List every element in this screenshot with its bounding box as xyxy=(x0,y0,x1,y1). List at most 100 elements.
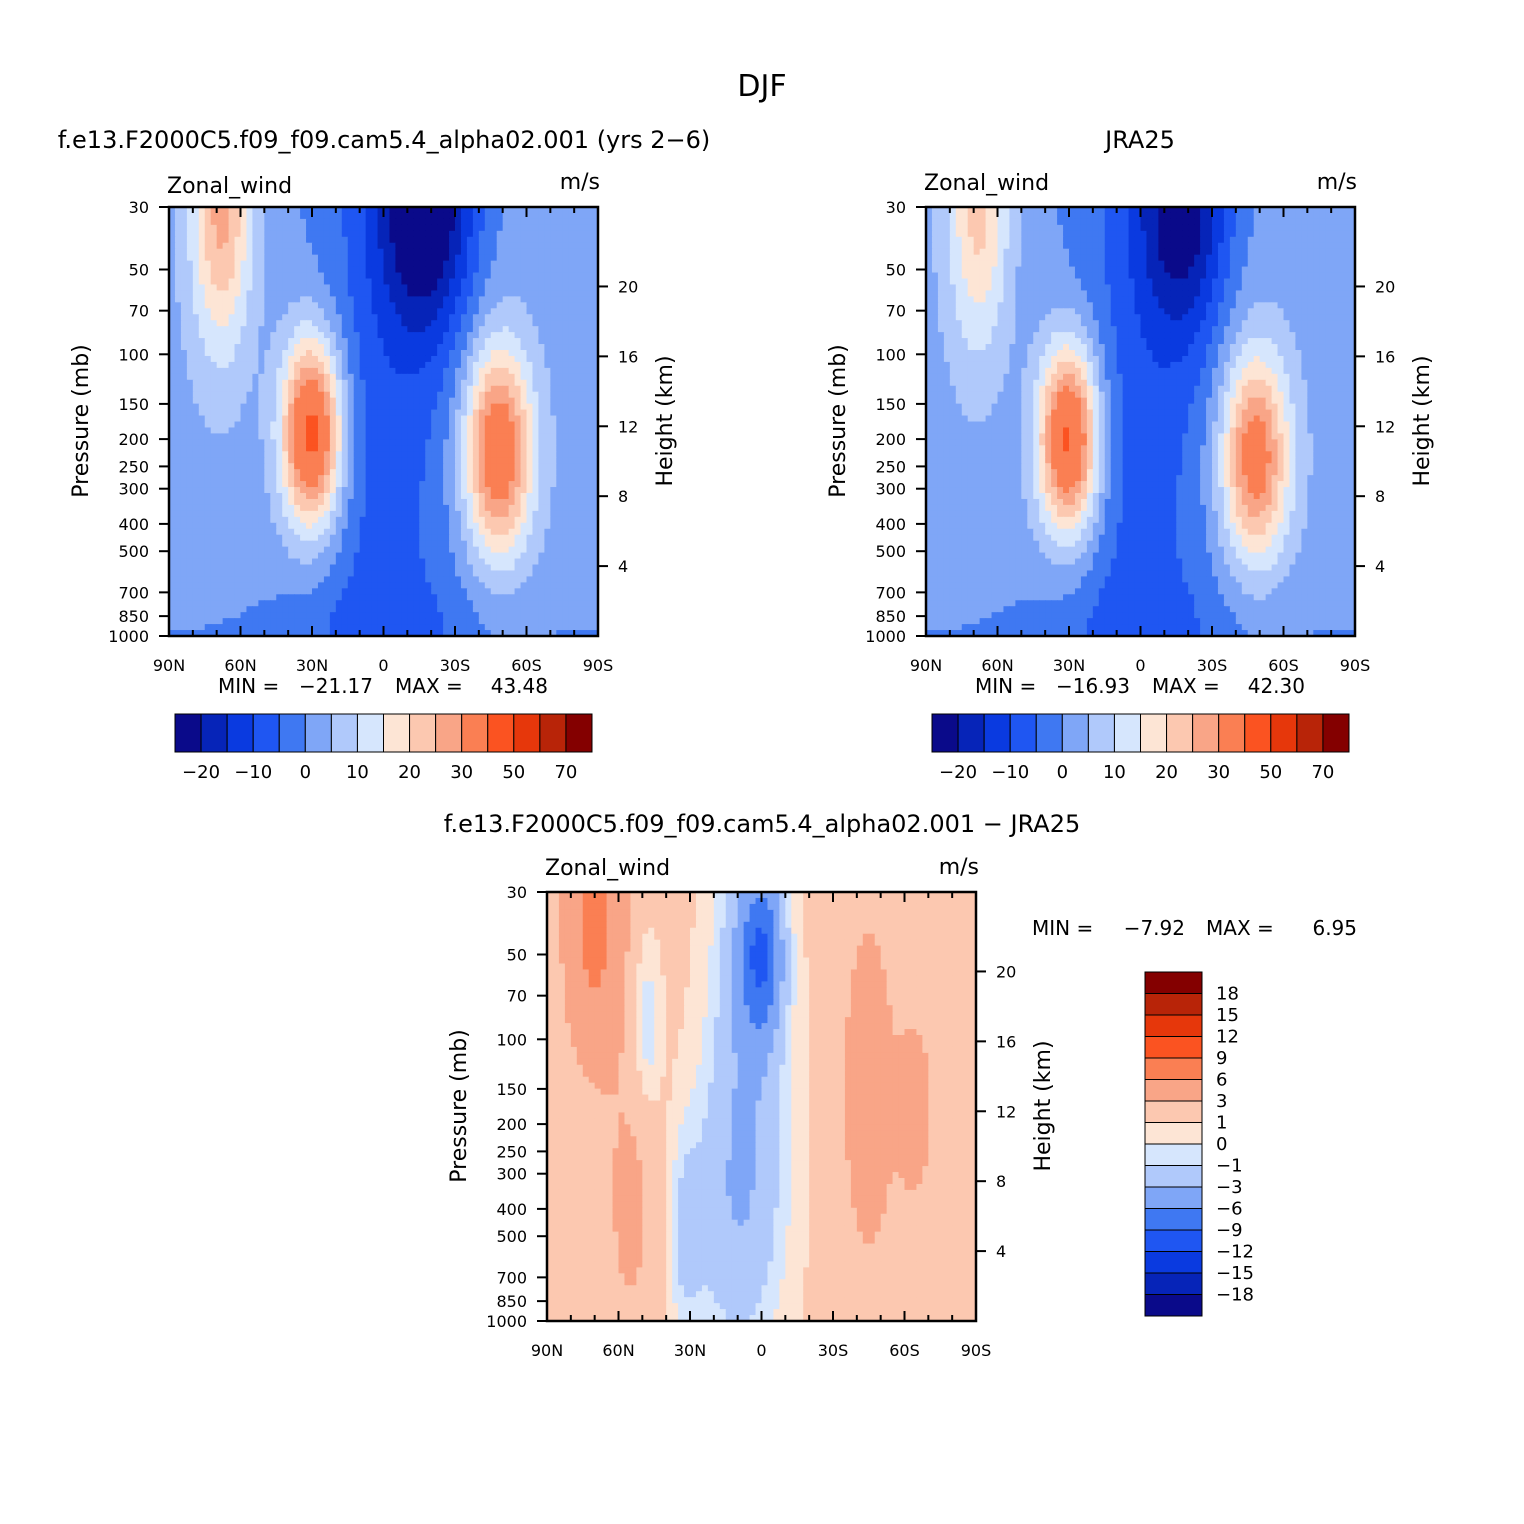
field-cell xyxy=(246,248,254,256)
field-cell xyxy=(544,564,551,572)
field-cell xyxy=(502,504,510,512)
field-cell xyxy=(252,260,259,268)
field-cell xyxy=(502,379,510,387)
field-cell xyxy=(312,373,319,381)
field-cell xyxy=(252,612,259,619)
field-cell xyxy=(264,355,271,363)
field-cell xyxy=(532,498,540,506)
field-cell xyxy=(478,528,486,536)
field-cell xyxy=(186,302,194,309)
field-cell xyxy=(264,308,271,315)
field-cell xyxy=(377,296,385,303)
field-cell xyxy=(383,534,391,542)
field-cell xyxy=(204,606,212,613)
field-cell xyxy=(300,350,307,357)
field-cell xyxy=(312,296,319,303)
field-cell xyxy=(192,600,200,607)
field-cell xyxy=(568,522,575,530)
field-cell xyxy=(246,433,254,440)
field-cell xyxy=(169,570,176,578)
field-cell xyxy=(574,516,581,524)
field-cell xyxy=(389,385,397,393)
field-cell xyxy=(532,379,540,387)
field-cell xyxy=(466,367,474,375)
field-cell xyxy=(419,236,426,244)
field-cell xyxy=(323,528,331,536)
field-cell xyxy=(222,338,230,345)
field-cell xyxy=(419,379,426,387)
field-cell xyxy=(234,409,242,417)
field-cell xyxy=(240,510,248,518)
field-cell xyxy=(252,570,259,578)
field-cell xyxy=(204,504,212,512)
field-cell xyxy=(198,344,206,351)
field-cell xyxy=(312,493,319,500)
field-cell xyxy=(538,540,545,548)
field-cell xyxy=(306,534,313,542)
field-cell xyxy=(288,516,295,524)
field-cell xyxy=(383,207,391,214)
field-cell xyxy=(460,296,468,303)
field-cell xyxy=(353,433,361,440)
field-cell xyxy=(466,212,474,220)
field-cell xyxy=(407,582,414,589)
field-cell xyxy=(520,612,528,619)
field-cell xyxy=(580,439,587,446)
field-cell xyxy=(222,612,230,619)
field-cell xyxy=(449,433,456,440)
field-cell xyxy=(312,528,319,536)
field-cell xyxy=(431,522,438,530)
field-cell xyxy=(377,385,385,393)
field-cell xyxy=(568,230,575,238)
field-cell xyxy=(288,594,295,601)
field-cell xyxy=(466,272,474,280)
field-cell xyxy=(544,546,551,554)
field-cell xyxy=(425,451,432,458)
field-cell xyxy=(210,445,218,452)
field-cell xyxy=(425,588,432,595)
field-cell xyxy=(574,493,581,500)
field-cell xyxy=(288,481,295,488)
field-cell xyxy=(586,504,593,512)
field-cell xyxy=(431,266,438,274)
field-cell xyxy=(252,528,259,536)
field-cell xyxy=(306,361,313,369)
field-cell xyxy=(574,242,581,250)
field-cell xyxy=(371,558,379,566)
field-cell xyxy=(359,576,367,583)
field-cell xyxy=(300,296,307,303)
field-cell xyxy=(228,207,236,214)
field-cell xyxy=(592,260,599,268)
field-cell xyxy=(204,475,212,482)
field-cell xyxy=(526,576,534,583)
field-cell xyxy=(312,427,319,435)
field-cell xyxy=(335,302,343,309)
field-cell xyxy=(186,284,194,292)
field-cell xyxy=(490,409,498,417)
field-cell xyxy=(300,457,307,464)
field-cell xyxy=(532,385,540,393)
field-cell xyxy=(210,522,218,530)
field-cell xyxy=(389,272,397,280)
field-cell xyxy=(478,421,486,429)
field-cell xyxy=(377,457,385,464)
field-cell xyxy=(335,254,343,262)
field-cell xyxy=(580,272,587,280)
field-cell xyxy=(228,242,236,250)
field-cell xyxy=(425,403,432,411)
field-cell xyxy=(490,230,498,238)
field-cell xyxy=(538,600,545,607)
field-cell xyxy=(437,576,444,583)
field-cell xyxy=(425,212,432,220)
field-cell xyxy=(276,272,283,280)
field-cell xyxy=(252,290,259,297)
field-cell xyxy=(341,516,349,524)
field-cell xyxy=(407,326,414,333)
field-cell xyxy=(443,433,450,440)
field-cell xyxy=(264,391,271,399)
field-cell xyxy=(520,427,528,435)
field-cell xyxy=(252,409,259,417)
field-cell xyxy=(222,528,230,536)
field-cell xyxy=(490,564,498,572)
field-cell xyxy=(371,230,379,238)
